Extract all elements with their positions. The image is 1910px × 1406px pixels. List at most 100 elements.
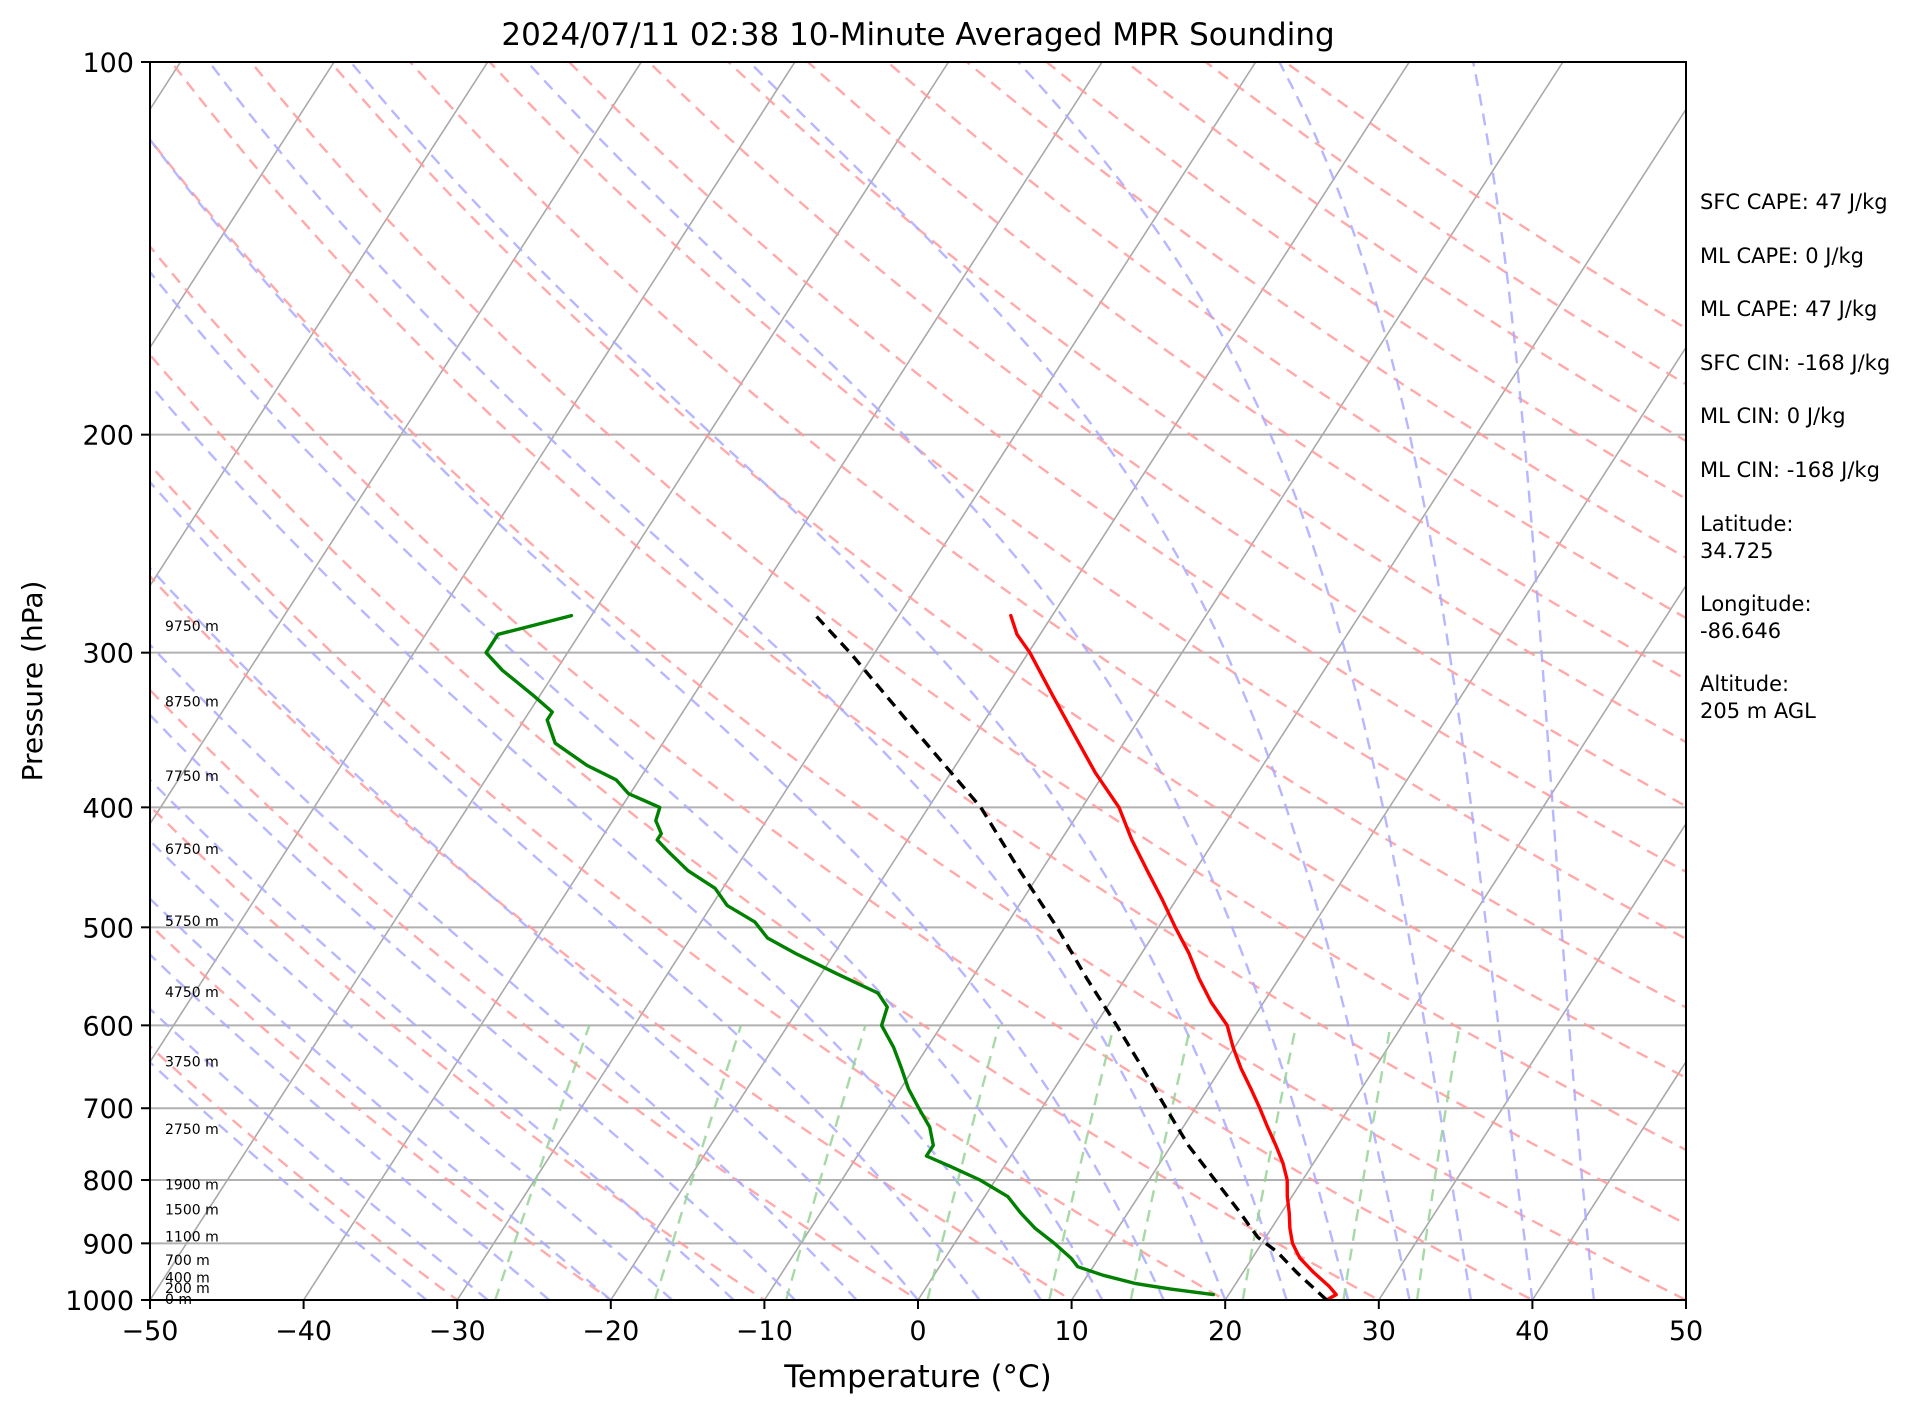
height-label: 0 m [165, 1292, 192, 1308]
dry-adiabat-line [647, 62, 1686, 808]
plot-area [150, 62, 1686, 1300]
isotherm-line [150, 62, 796, 1064]
isotherm-line [150, 62, 489, 588]
height-label: 2750 m [165, 1122, 219, 1138]
height-label: 1100 m [165, 1229, 219, 1245]
x-tick-label: −10 [736, 1316, 793, 1347]
y-tick-label: 900 [82, 1229, 134, 1260]
height-label: 8750 m [165, 694, 219, 710]
moist-adiabat-line [150, 778, 735, 1300]
moist-adiabat-line [748, 62, 1411, 1300]
stat-ml-cin-2: ML CIN: -168 J/kg [1700, 458, 1880, 482]
isotherm-line [1378, 822, 1686, 1300]
isotherm-line [1070, 345, 1686, 1300]
dry-adiabat-line [150, 804, 767, 1300]
moist-adiabat-line [150, 566, 919, 1300]
x-axis-label: Temperature (°C) [783, 1359, 1052, 1395]
isotherm-line [1531, 1060, 1686, 1300]
y-tick-label: 800 [82, 1166, 134, 1197]
mixing-ratio-line [653, 1025, 743, 1300]
stats-panel: SFC CAPE: 47 J/kg ML CAPE: 0 J/kg ML CAP… [1700, 190, 1890, 723]
stat-altitude-label: Altitude: [1700, 672, 1789, 696]
moist-adiabat-line [1278, 62, 1534, 1300]
parcel-line [814, 614, 1328, 1300]
x-tick-label: 0 [909, 1316, 926, 1347]
mixing-ratio-line [493, 1024, 591, 1300]
isotherm-line [302, 62, 1103, 1300]
dry-adiabat-line [329, 62, 1686, 1080]
isotherm-line [917, 107, 1686, 1300]
dry-adiabat-line [885, 62, 1686, 620]
y-tick-label: 600 [82, 1011, 134, 1042]
mixing-ratio-line [1129, 1025, 1192, 1300]
height-label: 7750 m [165, 769, 219, 785]
x-tick-label: 40 [1515, 1316, 1549, 1347]
isotherm-line [1224, 584, 1686, 1300]
isotherm-line [610, 62, 1410, 1300]
height-label: 5750 m [165, 914, 219, 930]
dry-adiabat-line [150, 688, 921, 1300]
dewpoint-line [484, 613, 1215, 1297]
moist-adiabat-line [150, 480, 981, 1300]
dry-adiabat-line [567, 62, 1686, 874]
moist-adiabat-line [1472, 62, 1595, 1300]
stat-ml-cin: ML CIN: 0 J/kg [1700, 404, 1846, 428]
moist-adiabat-line [150, 270, 1104, 1300]
y-tick-label: 700 [82, 1094, 134, 1125]
series-layer [484, 613, 1338, 1300]
stat-ml-cape-2: ML CAPE: 47 J/kg [1700, 297, 1877, 321]
dry-adiabat-line [249, 62, 1686, 1152]
temperature-line [1009, 613, 1338, 1300]
height-label: 200 m [165, 1281, 210, 1297]
y-tick-label: 400 [82, 793, 134, 824]
grid-layer [150, 62, 1686, 1300]
mixing-ratio-line [926, 1025, 1001, 1300]
mixing-ratio-line [1048, 1025, 1116, 1300]
isotherm-line [456, 62, 1257, 1300]
x-tick-label: 30 [1362, 1316, 1396, 1347]
x-tick-label: 10 [1054, 1316, 1088, 1347]
mixing-ratio-line [1241, 1025, 1298, 1300]
moist-adiabat-line [526, 62, 1350, 1300]
moist-adiabat-line [150, 137, 1165, 1300]
isotherm-line [150, 62, 642, 826]
dry-adiabat-line [408, 62, 1686, 1009]
height-label: 700 m [165, 1253, 210, 1269]
dry-adiabat-line [150, 923, 613, 1300]
x-tick-label: 50 [1669, 1316, 1703, 1347]
height-label: 9750 m [165, 619, 219, 635]
stat-ml-cape: ML CAPE: 0 J/kg [1700, 244, 1864, 268]
dry-adiabat-line [150, 574, 1074, 1300]
stat-sfc-cape: SFC CAPE: 47 J/kg [1700, 190, 1888, 214]
moist-adiabat-line [150, 643, 858, 1300]
y-axis-label: Pressure (hPa) [16, 581, 49, 782]
isotherm-line [763, 62, 1564, 1300]
y-tick-label: 500 [82, 913, 134, 944]
isotherm-line [150, 62, 950, 1300]
isotherm-line [150, 62, 335, 349]
height-label: 6750 m [165, 842, 219, 858]
stat-latitude-label: Latitude: [1700, 512, 1794, 536]
height-label: 1500 m [165, 1203, 219, 1219]
moist-adiabat-line [1017, 62, 1473, 1300]
stat-altitude-value: 205 m AGL [1700, 699, 1816, 723]
mixing-ratio-line [1415, 1025, 1461, 1300]
x-tick-label: −20 [582, 1316, 639, 1347]
height-label: 400 m [165, 1271, 210, 1287]
y-tick-label: 300 [82, 639, 134, 670]
height-label: 1900 m [165, 1177, 219, 1193]
chart-title: 2024/07/11 02:38 10-Minute Averaged MPR … [501, 17, 1334, 53]
y-tick-label: 1000 [65, 1286, 134, 1317]
dry-adiabat-line [150, 244, 1535, 1300]
height-label: 3750 m [165, 1055, 219, 1071]
dry-adiabat-line [150, 1044, 460, 1300]
moist-adiabat-line [349, 62, 1288, 1300]
x-tick-label: 20 [1208, 1316, 1242, 1347]
dry-adiabat-line [150, 462, 1228, 1300]
moist-adiabat-line [150, 713, 796, 1300]
moist-adiabat-line [150, 382, 1042, 1300]
dry-adiabat-line [806, 62, 1686, 681]
x-tick-label: −30 [429, 1316, 486, 1347]
